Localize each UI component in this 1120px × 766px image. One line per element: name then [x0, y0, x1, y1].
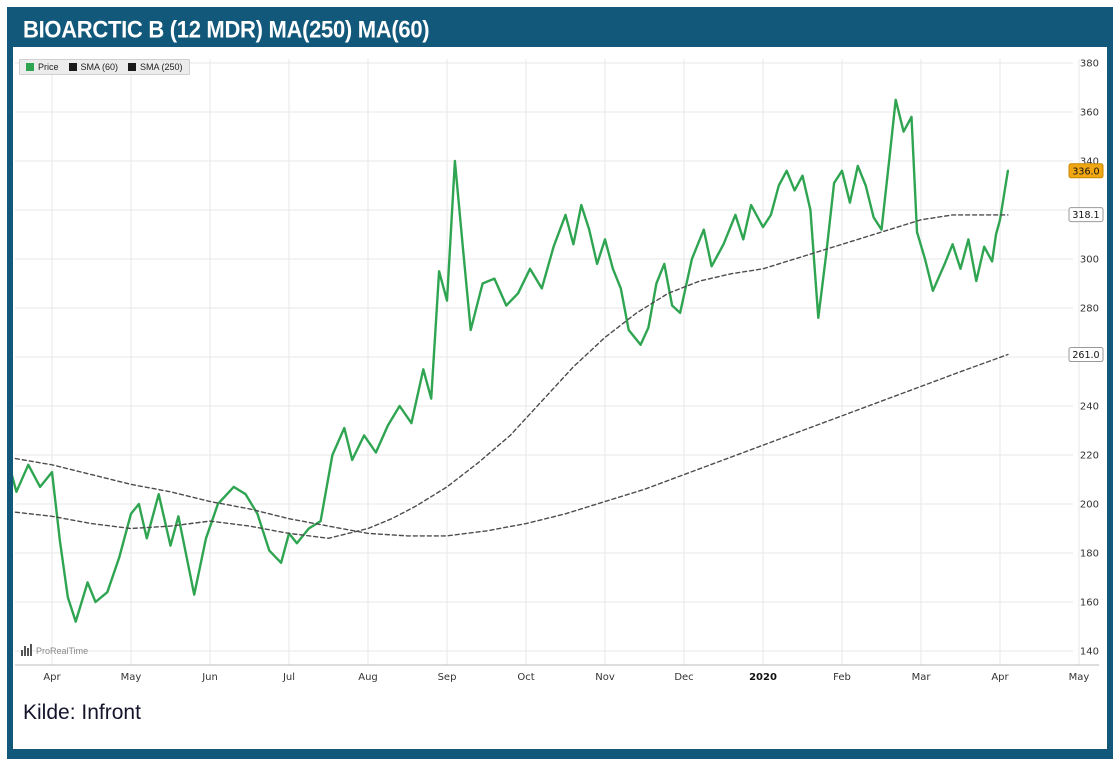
x-axis-tick-label: 2020 — [749, 672, 777, 683]
chart-area: 140 160 180 200 220 240 280 300 340 360 380 Apr May J… — [13, 47, 1107, 693]
source-label: Kilde: Infront — [23, 701, 141, 724]
y-axis-tick-label: 140 — [1080, 647, 1099, 658]
price-chart: 140 160 180 200 220 240 280 300 340 360 380 Apr May J… — [13, 59, 1104, 683]
x-axis-tick-label: Apr — [991, 672, 1009, 683]
x-axis-tick-label: May — [1069, 672, 1090, 683]
x-axis-tick-label: Mar — [912, 672, 932, 683]
legend-item-sma250: SMA (250) — [128, 62, 183, 72]
chart-legend: Price SMA (60) SMA (250) — [19, 59, 190, 75]
y-axis-tick-label: 340 — [1080, 157, 1099, 168]
page-title: BIOARCTIC B (12 MDR) MA(250) MA(60) — [23, 15, 430, 43]
last-value-badge — [1068, 207, 1104, 223]
watermark-label: ProRealTime — [36, 646, 89, 656]
legend-label-sma60: SMA (60) — [80, 62, 119, 72]
price-series-swatch-icon — [26, 63, 34, 71]
x-axis-tick-label: Sep — [438, 672, 457, 683]
legend-item-price: Price — [26, 62, 59, 72]
last-value-badge-label: 318.1 — [1072, 210, 1099, 221]
sma60-series-swatch-icon — [68, 63, 77, 71]
source-footer: Kilde: Infront — [13, 693, 1107, 749]
x-axis-tick-label: Jul — [282, 672, 295, 683]
x-axis-tick-label: Nov — [595, 672, 615, 683]
last-value-badge — [1068, 163, 1104, 179]
y-axis-tick-label: 180 — [1080, 549, 1099, 560]
chart-frame: BIOARCTIC B (12 MDR) MA(250) MA(60) 140 1… — [7, 7, 1113, 759]
series-price — [13, 98, 1010, 623]
legend-label-price: Price — [38, 62, 59, 72]
last-value-badge — [1068, 347, 1104, 363]
x-axis-tick-label: Oct — [517, 672, 534, 683]
x-axis-tick-label: Jun — [201, 672, 218, 683]
prorealtime-watermark: ProRealTime — [21, 644, 88, 656]
y-axis-tick-label: 360 — [1080, 108, 1099, 119]
legend-label-sma250: SMA (250) — [140, 62, 183, 72]
last-value-badge-label: 336.0 — [1072, 166, 1099, 177]
series-sma-250- — [13, 353, 1009, 537]
chart-header: BIOARCTIC B (12 MDR) MA(250) MA(60) — [13, 13, 1107, 47]
x-axis-tick-label: Aug — [358, 672, 378, 683]
x-axis-tick-label: Feb — [833, 672, 851, 683]
legend-item-sma60: SMA (60) — [68, 62, 119, 72]
sma250-series-swatch-icon — [128, 63, 137, 71]
y-axis-tick-label: 280 — [1080, 304, 1099, 315]
y-axis-tick-label: 300 — [1080, 255, 1099, 266]
y-axis-tick-label: 160 — [1080, 598, 1099, 609]
y-axis-tick-label: 220 — [1080, 451, 1099, 462]
y-axis-tick-label: 380 — [1080, 59, 1099, 70]
x-axis-tick-label: Apr — [43, 672, 61, 683]
x-axis-tick-label: May — [121, 672, 142, 683]
x-axis-tick-label: Dec — [674, 672, 693, 683]
y-axis-tick-label: 200 — [1080, 500, 1099, 511]
series-sma-60- — [13, 214, 1009, 539]
last-value-badge-label: 261.0 — [1072, 350, 1099, 361]
candlestick-icon — [21, 644, 32, 656]
y-axis-tick-label: 240 — [1080, 402, 1099, 413]
